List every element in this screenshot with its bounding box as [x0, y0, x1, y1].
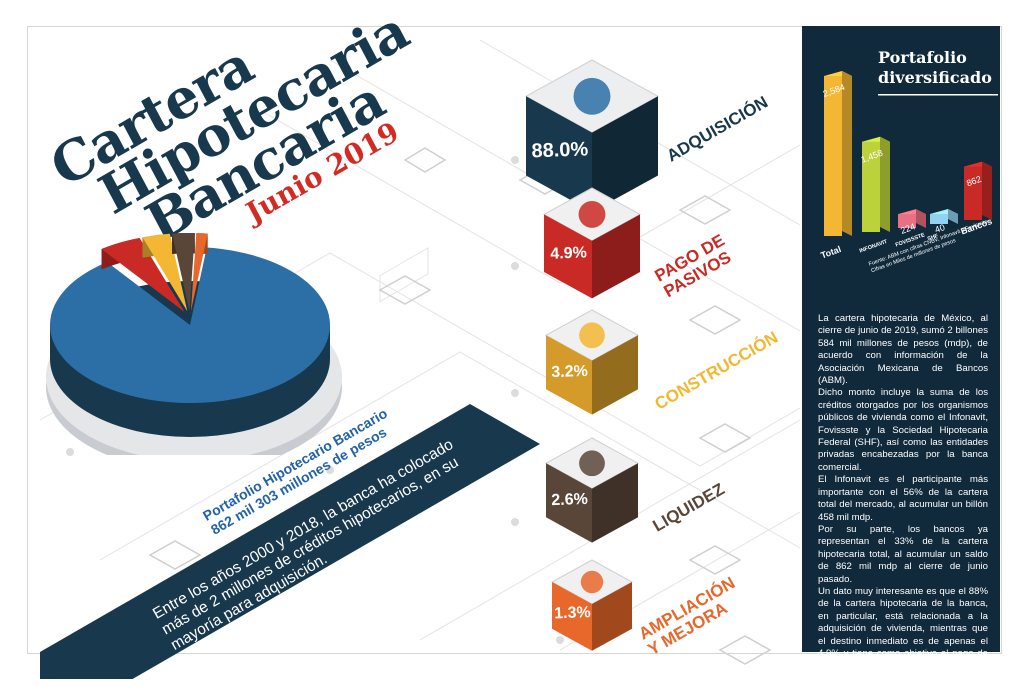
cube-value: 4.9%: [550, 244, 587, 262]
bar-front: [964, 166, 982, 220]
cube-front: [526, 96, 592, 212]
cube-side: [592, 96, 658, 212]
bar-side: [880, 136, 890, 232]
cube-front: [544, 214, 592, 299]
pie-slice: [101, 238, 185, 312]
cube-front: [552, 582, 592, 651]
cash-icon: [579, 450, 605, 477]
bar-side: [982, 161, 992, 220]
cube-side: [592, 214, 640, 299]
cube-side: [592, 582, 632, 651]
bar-front: [930, 214, 948, 224]
bar-front: [824, 76, 842, 236]
cube-side: [592, 335, 638, 415]
bar-category-label: SHF: [927, 233, 940, 243]
paragraph: Por su parte, los bancos ya representan …: [818, 523, 988, 585]
cube-front: [546, 463, 592, 543]
cube-front: [546, 335, 592, 415]
dark-band: [40, 404, 540, 679]
cube-4: 2.6%: [544, 437, 640, 543]
bar-side: [842, 71, 852, 236]
bar-category-label: INFONAVIT: [859, 239, 889, 255]
bar-front: [898, 214, 916, 228]
cube-value: 88.0%: [531, 138, 589, 162]
cube-1: 88.0%: [524, 59, 660, 212]
cube-5: 1.3%: [550, 559, 634, 651]
pie-chart: [46, 233, 342, 455]
cube-3: 3.2%: [544, 309, 640, 415]
building-crane-icon: [579, 322, 605, 349]
cube-value: 3.2%: [551, 363, 588, 381]
cube-value: 2.6%: [551, 491, 588, 509]
cube-value: 1.3%: [554, 604, 591, 622]
sidebar-title-line-2: diversificado: [878, 68, 992, 87]
bar-value-label: 862: [965, 174, 983, 189]
pie-slice: [172, 233, 195, 312]
pie-slice: [142, 233, 188, 312]
cube-2: 4.9%: [542, 187, 642, 299]
bar-category-label: Total: [819, 244, 842, 261]
paragraph: Dicho monto incluye la suma de los crédi…: [818, 387, 988, 473]
house-hand-icon: [573, 77, 611, 115]
house-tools-icon: [580, 570, 604, 594]
category-cubes: 88.0% 4.9% 3.2% 2.6% 1.3%: [524, 59, 660, 651]
sidebar-title: Portafolio diversificado: [878, 48, 992, 88]
bar-front: [862, 141, 880, 232]
sidebar-text: La cartera hipotecaria de México, al cie…: [818, 313, 988, 698]
handshake-icon: [578, 200, 606, 228]
sidebar-title-line-1: Portafolio: [878, 48, 967, 67]
paragraph: La cartera hipotecaria de México, al cie…: [818, 313, 988, 387]
cube-side: [592, 463, 638, 543]
bar-side: [916, 209, 926, 228]
bar-value-label: 40: [933, 222, 946, 235]
bar-chart-3d: 2,584Total1,458INFONAVIT224FOVISSSTE40SH…: [819, 71, 993, 261]
paragraph: El Infonavit es el participante más impo…: [818, 474, 988, 523]
bar-value-label: 224: [899, 221, 917, 236]
pie-slice: [49, 247, 330, 403]
pie-slice: [190, 233, 208, 312]
paragraph: Un dato muy interesante es que el 88% de…: [818, 585, 988, 697]
bar-side: [948, 209, 958, 224]
